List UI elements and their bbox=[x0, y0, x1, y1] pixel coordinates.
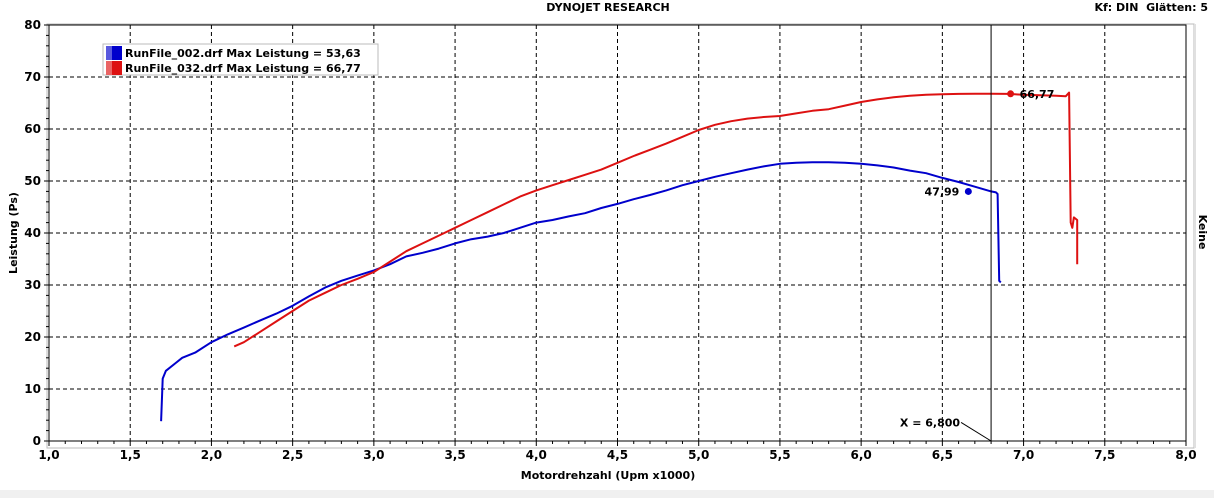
legend-entry-series-2: RunFile_032.drf Max Leistung = 66,77 bbox=[125, 62, 361, 75]
legend-entry-series-1: RunFile_002.drf Max Leistung = 53,63 bbox=[125, 47, 361, 60]
x-tick-label: 5,0 bbox=[688, 448, 709, 462]
x-tick-label: 5,5 bbox=[769, 448, 790, 462]
series-line-1 bbox=[160, 161, 1002, 422]
header-right-info: Kf: DIN Glätten: 5 bbox=[1094, 1, 1208, 14]
cursor-readout-leader bbox=[960, 422, 992, 442]
right-scroll-strip bbox=[1194, 24, 1196, 448]
x-tick-label: 2,0 bbox=[201, 448, 222, 462]
y-tick-label: 70 bbox=[24, 70, 41, 84]
series-marker-2 bbox=[1007, 90, 1015, 98]
bottom-border bbox=[0, 490, 1214, 498]
x-tick-label: 8,0 bbox=[1175, 448, 1196, 462]
x-tick-label: 6,5 bbox=[932, 448, 953, 462]
x-tick-label: 1,0 bbox=[38, 448, 59, 462]
y-tick-label: 10 bbox=[24, 382, 41, 396]
x-tick-label: 2,5 bbox=[282, 448, 303, 462]
x-tick-label: 3,5 bbox=[444, 448, 465, 462]
x-axis-label: Motordrehzahl (Upm x1000) bbox=[521, 469, 695, 482]
marker-group: 47,99 66,77 bbox=[925, 88, 1055, 199]
y-tick-label: 40 bbox=[24, 226, 41, 240]
grid-lines bbox=[49, 25, 1186, 441]
cursor-readout: X = 6,800 bbox=[900, 416, 960, 429]
y-tick-label: 20 bbox=[24, 330, 41, 344]
y-tick-label: 80 bbox=[24, 18, 41, 32]
y-tick-label: 60 bbox=[24, 122, 41, 136]
y-tick-label: 0 bbox=[33, 434, 41, 448]
x-tick-label: 7,5 bbox=[1094, 448, 1115, 462]
legend-swatch-highlight-2 bbox=[106, 61, 112, 75]
y-tick-label: 50 bbox=[24, 174, 41, 188]
legend: RunFile_002.drf Max Leistung = 53,63 Run… bbox=[102, 43, 379, 76]
y-axis-label: Leistung (Ps) bbox=[7, 192, 20, 274]
x-tick-label: 4,5 bbox=[607, 448, 628, 462]
series-marker-1 bbox=[964, 187, 972, 195]
legend-swatch-highlight-1 bbox=[106, 46, 112, 60]
y-tick-label: 30 bbox=[24, 278, 41, 292]
tick-labels: 1,0 1,5 2,0 2,5 3,0 3,5 4,0 4,5 5,0 5,5 6,0 6,5 7,0 7… bbox=[24, 18, 1196, 462]
chart-title: DYNOJET RESEARCH bbox=[546, 1, 669, 14]
legend-box bbox=[102, 43, 379, 76]
x-tick-label: 1,5 bbox=[120, 448, 141, 462]
axis-ticks bbox=[44, 24, 1187, 446]
legend-swatch-series-2 bbox=[106, 61, 122, 75]
right-axis-label: Keine bbox=[1196, 215, 1209, 250]
x-tick-label: 6,0 bbox=[851, 448, 872, 462]
series-marker-label-2: 66,77 bbox=[1020, 88, 1055, 101]
legend-swatch-series-1 bbox=[106, 46, 122, 60]
x-tick-label: 4,0 bbox=[526, 448, 547, 462]
x-tick-label: 7,0 bbox=[1013, 448, 1034, 462]
series-marker-label-1: 47,99 bbox=[925, 185, 960, 198]
x-tick-label: 3,0 bbox=[363, 448, 384, 462]
